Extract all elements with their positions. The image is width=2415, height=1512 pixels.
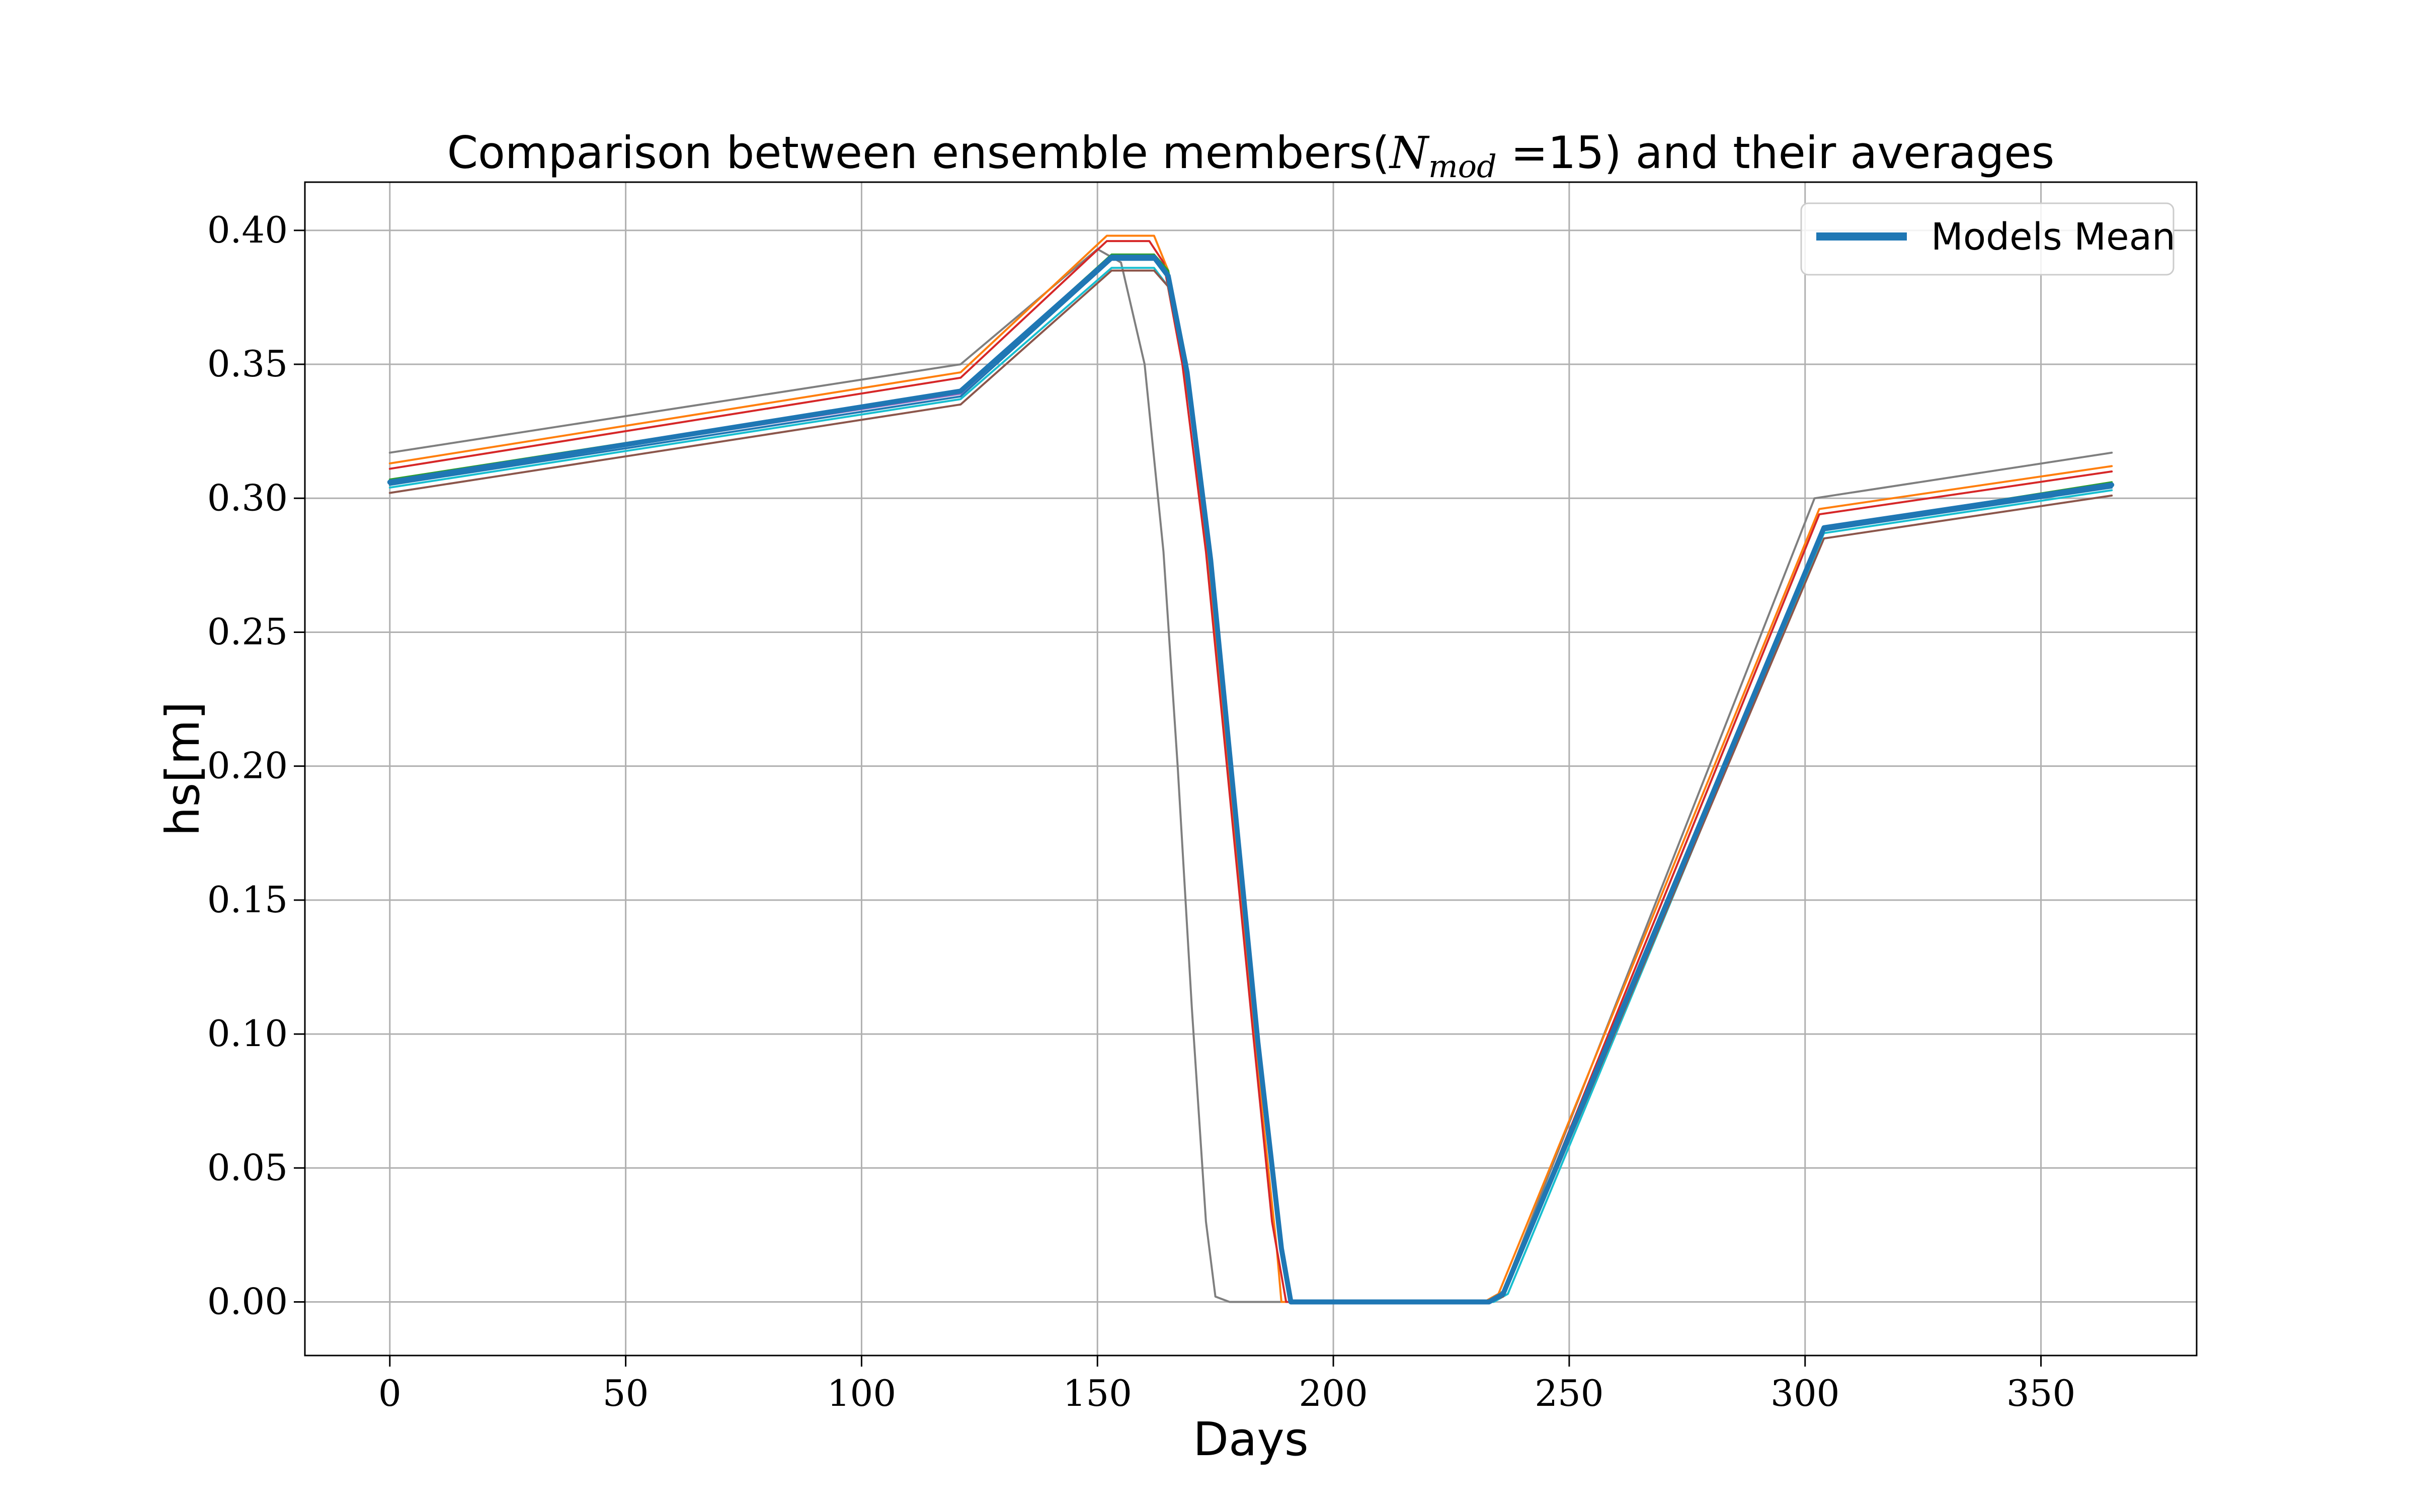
y-tick-label: 0.40 (207, 209, 288, 251)
plot-frame (304, 181, 2198, 1357)
y-tick-label: 0.30 (207, 476, 288, 519)
y-tick-label: 0.00 (207, 1281, 288, 1323)
y-tick-label: 0.15 (207, 879, 288, 921)
chart-title: Comparison between ensemble members(Nmod… (447, 127, 2055, 185)
axis-ticks: 0 50 100 150 200 250 300 350 0.00 0.05 0.10 0.15 0.2… (207, 209, 2076, 1414)
y-tick-label: 0.35 (207, 343, 288, 385)
title-prefix: Comparison between ensemble members( (447, 127, 1390, 179)
x-tick-label: 200 (1299, 1372, 1367, 1414)
x-tick-label: 250 (1535, 1372, 1603, 1414)
y-tick-label: 0.20 (207, 745, 288, 787)
x-axis-label: Days (1193, 1412, 1309, 1466)
y-axis-label: hs[m] (156, 701, 210, 836)
x-tick-label: 300 (1770, 1372, 1839, 1414)
legend: Models Mean (1800, 202, 2176, 276)
series-line-models-mean (387, 255, 2115, 1305)
title-math-base: N (1389, 127, 1430, 179)
x-tick-label: 50 (603, 1372, 649, 1414)
x-tick-label: 350 (2006, 1372, 2075, 1414)
y-tick-label: 0.10 (207, 1012, 288, 1055)
grid (305, 182, 2197, 1356)
legend-label-models-mean: Models Mean (1931, 215, 2176, 259)
x-tick-label: 100 (827, 1372, 896, 1414)
x-tick-label: 150 (1063, 1372, 1132, 1414)
y-tick-label: 0.05 (207, 1146, 288, 1188)
series-lines (387, 234, 2115, 1305)
legend-box (1800, 202, 2175, 276)
x-tick-label: 0 (378, 1372, 401, 1414)
title-math-subscript: mod (1428, 148, 1497, 185)
y-tick-label: 0.25 (207, 610, 288, 653)
title-suffix: =15) and their averages (1497, 127, 2055, 179)
